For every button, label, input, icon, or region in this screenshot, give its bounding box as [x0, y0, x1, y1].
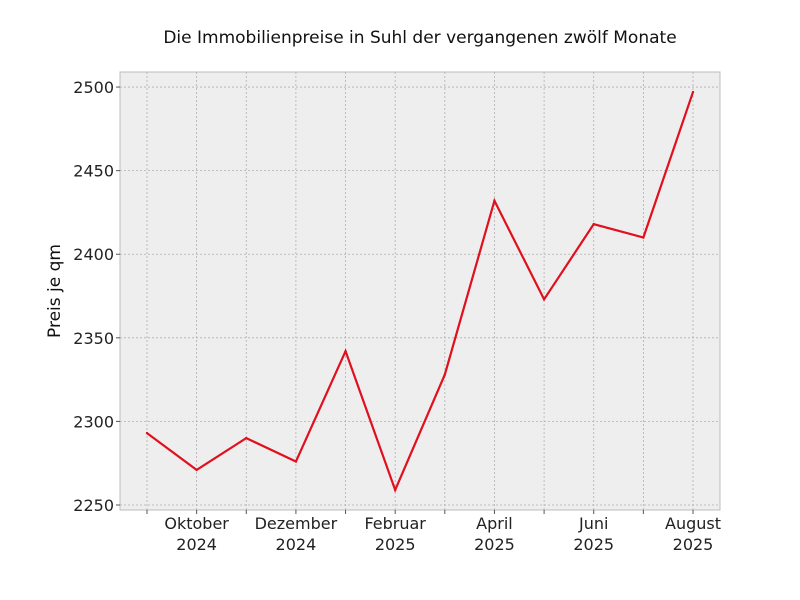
data-point: [393, 488, 397, 492]
series-line: [146, 91, 695, 493]
grid-lines: [120, 72, 720, 510]
plot-area: [119, 71, 721, 511]
axis-ticks: 2250 2300 2350 2400 2450 2500 Oktober 2024 Dezem…: [73, 78, 721, 554]
data-point: [691, 90, 695, 94]
x-tick-label: Juni 2025: [573, 514, 614, 554]
y-tick-label: 2500: [73, 78, 114, 97]
data-point: [294, 460, 298, 463]
data-point: [592, 222, 595, 226]
y-tick-label: 2350: [73, 329, 114, 348]
y-tick-label: 2450: [73, 162, 114, 181]
x-tick-label: Februar 2025: [364, 514, 426, 554]
data-point: [245, 436, 248, 440]
x-tick-label: August 2025: [665, 514, 721, 554]
data-point: [145, 431, 149, 435]
x-tick-label: April 2025: [474, 514, 515, 554]
y-tick-label: 2300: [73, 412, 114, 431]
x-tick-label: Dezember 2024: [255, 514, 338, 554]
y-tick-label: 2400: [73, 245, 114, 264]
data-point: [642, 236, 645, 239]
y-axis-title: Preis je qm: [45, 244, 65, 338]
series-layer: [145, 90, 695, 493]
x-tick-label: Oktober 2024: [164, 514, 229, 554]
data-point: [195, 468, 198, 472]
data-point: [344, 349, 347, 353]
chart-title: Die Immobilienpreise in Suhl der vergang…: [163, 28, 676, 48]
data-point: [493, 199, 496, 202]
y-tick-label: 2250: [73, 496, 114, 515]
data-point: [542, 298, 546, 301]
data-point: [443, 373, 447, 376]
